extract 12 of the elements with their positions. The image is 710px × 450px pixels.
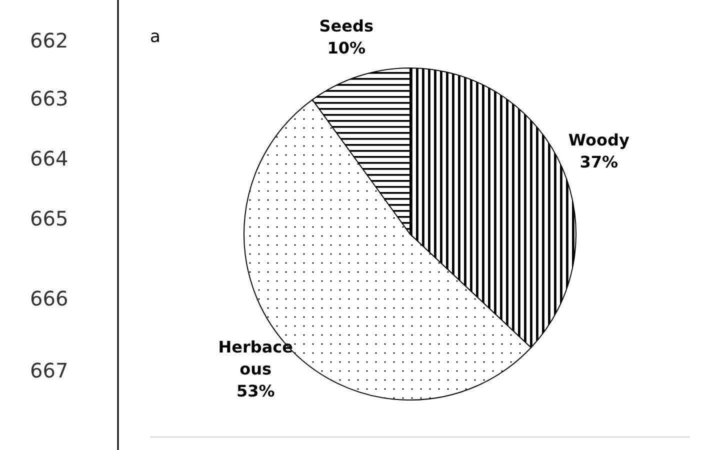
slice-label: Seeds	[319, 16, 374, 36]
data-label: 53%	[236, 382, 275, 400]
text: 662	[30, 28, 68, 52]
text: 666	[30, 286, 68, 310]
data-label: 10%	[327, 38, 366, 58]
slice-label: Woody	[568, 130, 630, 150]
text: 664	[30, 146, 68, 170]
text: 665	[30, 206, 68, 230]
text: a	[150, 27, 160, 47]
data-label: 37%	[580, 152, 618, 172]
text: 663	[30, 86, 68, 110]
text: 667	[30, 358, 68, 382]
